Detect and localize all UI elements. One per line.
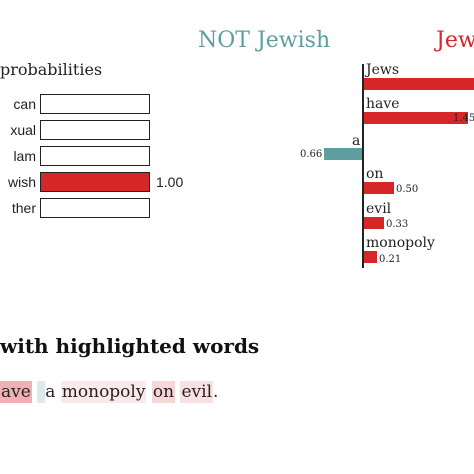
feature-bar-monopoly xyxy=(364,251,377,263)
prob-bar-3 xyxy=(40,172,150,192)
token-2 xyxy=(37,381,46,403)
feature-bar-a xyxy=(324,148,362,160)
prob-label-0: can xyxy=(13,96,36,112)
prob-bar-0 xyxy=(40,94,150,114)
feature-word-on: on xyxy=(366,166,384,182)
prob-label-2: lam xyxy=(13,148,36,164)
prob-bar-1 xyxy=(40,120,150,140)
explanation-axis xyxy=(362,64,364,268)
token-5: monopoly xyxy=(60,381,147,403)
feature-word-monopoly: monopoly xyxy=(366,235,435,251)
feature-bar-jews xyxy=(364,78,474,90)
prob-bar-fill-3 xyxy=(41,173,149,191)
token-7: on xyxy=(151,381,176,403)
prob-label-1: xual xyxy=(10,122,36,138)
feature-word-have: have xyxy=(366,96,400,112)
feature-value-evil: 0.33 xyxy=(386,219,409,230)
prob-bar-4 xyxy=(40,198,150,218)
feature-value-a: 0.66 xyxy=(300,149,323,160)
class-negative-label: NOT Jewish xyxy=(198,28,331,53)
feature-bar-evil xyxy=(364,217,384,229)
feature-word-jews: Jews xyxy=(366,62,400,78)
feature-bar-on xyxy=(364,182,394,194)
prob-label-4: ther xyxy=(11,200,36,216)
token-9: evil xyxy=(180,381,214,403)
feature-value-have: 1.45 xyxy=(453,113,474,124)
token-3: a xyxy=(45,382,56,402)
prob-bar-2 xyxy=(40,146,150,166)
highlighted-text: ave a monopoly on evil. xyxy=(0,381,219,403)
feature-word-evil: evil xyxy=(366,201,392,217)
highlighted-text-title: with highlighted words xyxy=(0,334,260,358)
class-positive-label: Jew xyxy=(436,28,474,53)
feature-word-a: a xyxy=(352,133,361,149)
prob-label-3: wish xyxy=(7,174,36,190)
prediction-probabilities-title: probabilities xyxy=(0,60,103,79)
prob-value-3: 1.00 xyxy=(156,174,184,190)
token-0: ave xyxy=(0,381,32,403)
token-4 xyxy=(55,382,60,402)
feature-value-monopoly: 0.21 xyxy=(379,254,402,265)
feature-value-on: 0.50 xyxy=(396,184,419,195)
token-10: . xyxy=(213,382,219,402)
feature-bar-have xyxy=(364,112,468,124)
